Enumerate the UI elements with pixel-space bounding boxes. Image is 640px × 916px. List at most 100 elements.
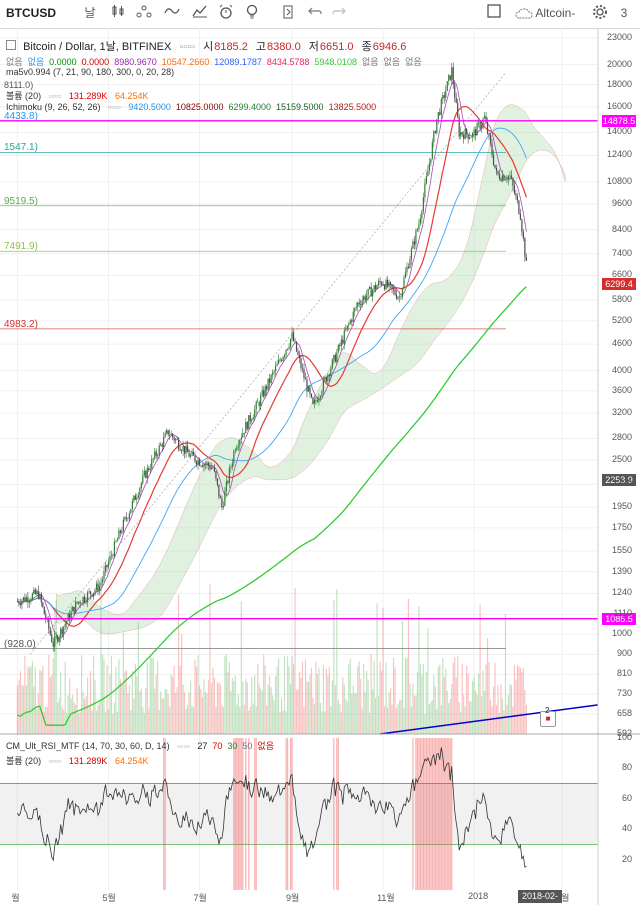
candle-body [189, 454, 192, 457]
replay-icon[interactable] [278, 4, 298, 22]
indicators-icon[interactable] [162, 4, 182, 22]
volume-bar [157, 661, 159, 734]
volume-buttons-icon[interactable]: ▫▫▫▫ [48, 91, 62, 101]
collapse-icon[interactable] [6, 40, 16, 50]
volume-bar [104, 712, 107, 734]
candle-body [230, 467, 232, 469]
candle-body [149, 468, 151, 471]
volume-bar [307, 682, 310, 734]
candle-body [473, 129, 475, 134]
legend-close-label: 종 [361, 41, 372, 53]
fib-label: 4433.8) [4, 110, 38, 122]
rsi-tick-label: 100 [616, 732, 632, 742]
candle-body [72, 606, 74, 612]
candle-body [427, 170, 429, 177]
compare-symbol-button[interactable]: Altcoin- [510, 4, 580, 22]
price-chart[interactable] [0, 28, 640, 905]
candle-body [436, 119, 438, 133]
volume-bar [348, 664, 350, 734]
volume-bar [394, 667, 396, 734]
y-tick-label: 730 [616, 688, 632, 699]
candle-body [348, 323, 350, 326]
volume-bar [518, 666, 520, 734]
ichimoku-buttons-icon[interactable]: ▫▫▫▫ [108, 102, 121, 112]
volume-bar [524, 689, 526, 734]
legend-value: 없음 [27, 57, 45, 67]
candle-body [57, 636, 59, 642]
volume-bar [300, 677, 302, 734]
legend-buttons-icon[interactable]: ▫▫▫▫ [179, 41, 196, 53]
rsi-buttons-icon[interactable]: ▫▫▫▫ [177, 741, 190, 751]
rsi-overbought-bar [437, 738, 439, 890]
volume-bar [227, 672, 229, 734]
candle-body [489, 134, 492, 144]
candle-body [104, 564, 107, 572]
candle-body [113, 541, 116, 557]
volume-bar [154, 688, 156, 734]
fib-label: 9519.5) [4, 195, 38, 207]
volume-bar [110, 655, 113, 734]
volume-bar [42, 666, 44, 734]
candle-body [291, 332, 293, 339]
settings-gear-icon[interactable] [592, 4, 608, 22]
templates-icon[interactable] [190, 4, 210, 22]
candle-body [319, 396, 321, 399]
candle-body [201, 465, 204, 467]
candle-body [58, 637, 60, 642]
volume-bar [213, 678, 216, 734]
rsi-volume-buttons-icon[interactable]: ▫▫▫▫ [48, 756, 62, 766]
ichimoku-cloud [55, 104, 566, 635]
symbol-label[interactable]: BTCUSD [6, 6, 56, 20]
volume-bar [222, 706, 224, 734]
legend-title: Bitcoin / Dollar, 1날, BITFINEX [23, 41, 172, 53]
compare-icon[interactable] [134, 4, 154, 22]
volume-bar [333, 599, 335, 734]
y-tick-label: 16000 [606, 101, 632, 112]
candle-body [267, 378, 269, 390]
candle-body [134, 495, 136, 500]
candle-body [252, 417, 254, 420]
toolbar-extra[interactable]: 3 [620, 6, 628, 20]
candle-body [200, 465, 202, 467]
volume-bar [16, 685, 19, 734]
candle-type-icon[interactable] [108, 4, 128, 22]
candle-body [398, 296, 401, 298]
candle-body [67, 613, 69, 622]
candle-body [483, 116, 486, 119]
ma-line-long [17, 286, 527, 726]
volume-bar [54, 610, 56, 734]
volume-bar [500, 684, 502, 734]
volume-bar [118, 659, 120, 734]
candle-body [363, 296, 365, 301]
layout-square-icon[interactable] [486, 4, 502, 22]
candle-body [245, 422, 247, 434]
volume-bar [418, 606, 420, 734]
candle-body [357, 302, 359, 307]
volume-bar [501, 698, 504, 734]
candle-body [249, 415, 251, 422]
volume-bar [427, 628, 429, 734]
undo-icon[interactable] [306, 4, 324, 22]
price-axis [0, 28, 640, 905]
event-flag-icon[interactable]: 2 ■ [540, 706, 556, 727]
candle-body [40, 594, 42, 603]
volume-bar [439, 664, 441, 734]
candle-body [510, 175, 513, 179]
alert-icon[interactable] [216, 4, 236, 22]
candle-body [136, 497, 138, 500]
legend-value: 0.0000 [49, 57, 77, 67]
candle-body [127, 518, 129, 520]
volume-bar [466, 665, 468, 734]
candle-body [410, 248, 413, 260]
volume-bar [336, 589, 338, 734]
dashed-trendline [29, 72, 507, 655]
legend-close: 6946.6 [372, 41, 407, 53]
interval-selector[interactable]: 날 [84, 6, 96, 20]
volume-bar [197, 655, 199, 734]
volume-bar [367, 679, 369, 734]
volume-bar [81, 655, 83, 734]
idea-lightbulb-icon[interactable] [242, 4, 262, 22]
candle-body [372, 289, 374, 297]
volume-bar [170, 674, 172, 734]
redo-icon[interactable] [330, 4, 348, 22]
